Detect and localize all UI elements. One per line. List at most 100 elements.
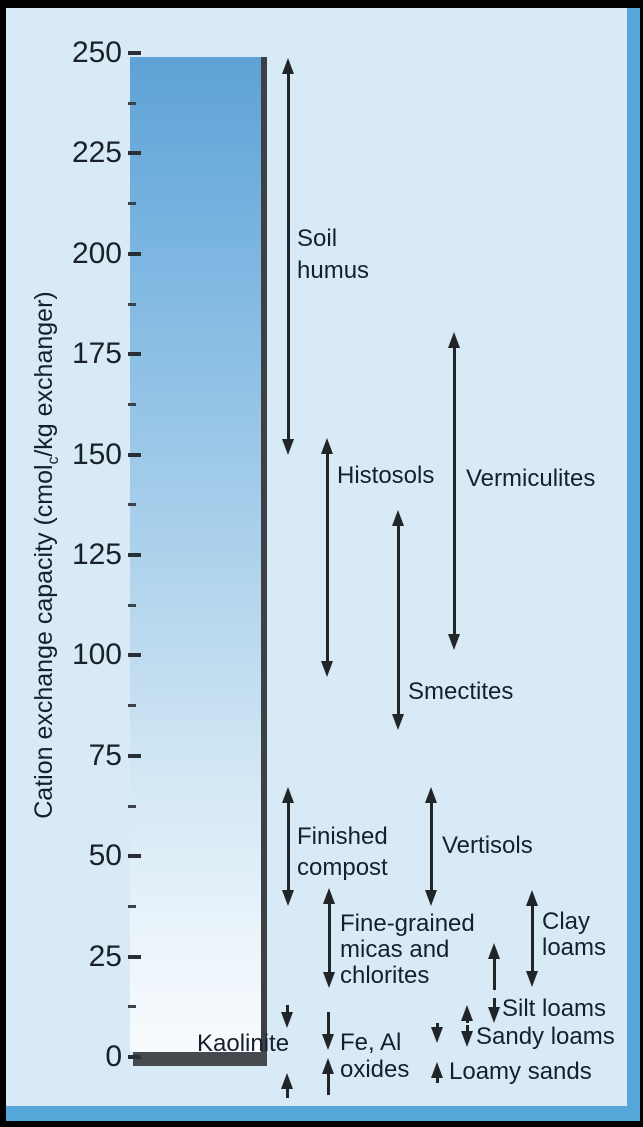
arrow-shaft-fe-al-oxides-1	[326, 1072, 330, 1095]
y-axis-title: Cation exchange capacity (cmolc/kg excha…	[26, 290, 62, 820]
y-tick-25	[128, 954, 141, 959]
y-tick-label-0: 0	[105, 1040, 122, 1073]
y-tick-label-125: 125	[71, 538, 122, 571]
arrow-head-up-clay-loams	[525, 890, 538, 906]
y-tick-100	[128, 653, 141, 658]
arrow-head-up-vertisols	[424, 787, 437, 803]
label-finished-compost: Finished compost	[297, 821, 388, 883]
label-line-fine-grained-micas-and-chlorites: Fine-grained	[340, 910, 475, 937]
y-tick-label-225: 225	[71, 136, 122, 170]
arrow-head-up-sandy-loams	[460, 1005, 473, 1021]
arrow-shaft-fine-grained-micas-and-chlorites-0	[327, 902, 331, 974]
arrow-head-down-sandy-loams	[460, 1031, 473, 1047]
arrow-shaft-histosols-0	[325, 452, 329, 663]
y-minor-tick-12.5	[128, 1005, 136, 1009]
arrow-head-up-finished-compost	[281, 787, 294, 803]
label-line-vermiculites: Vermiculites	[466, 465, 596, 492]
y-axis-line	[261, 57, 267, 1052]
y-minor-tick-237.5	[128, 101, 136, 105]
arrow-head-down-fine-grained-micas-and-chlorites	[322, 972, 335, 988]
y-minor-tick-37.5	[128, 904, 136, 908]
label-line-fine-grained-micas-and-chlorites: chlorites	[340, 962, 430, 989]
label-histosols: Histosols	[337, 463, 434, 489]
cec-gradient-scale-bar	[130, 57, 261, 1052]
label-silt-loams: Silt loams	[502, 996, 606, 1022]
y-tick-200	[128, 251, 141, 256]
y-tick-label-100: 100	[71, 638, 122, 672]
label-line-fe-al-oxides: oxides	[340, 1056, 410, 1083]
label-kaolinite: Kaolinite	[197, 1031, 289, 1057]
label-line-loamy-sands: Loamy sands	[449, 1058, 592, 1085]
label-line-smectites: Smectites	[408, 678, 514, 705]
arrow-head-up-histosols	[320, 438, 333, 454]
border-strip-bottom	[6, 1106, 640, 1121]
y-tick-label-150: 150	[71, 437, 122, 471]
arrow-shaft-vermiculites-0	[452, 346, 456, 636]
arrow-shaft-kaolinite-0	[285, 1005, 289, 1014]
y-minor-tick-62.5	[128, 804, 136, 808]
label-clay-loams: Clay loams	[542, 909, 606, 961]
label-line-clay-loams: loams	[542, 934, 607, 961]
arrow-head-down-smectites	[391, 714, 404, 730]
arrow-shaft-loamy-sands-1	[435, 1076, 439, 1083]
label-line-vertisols: Vertisols	[442, 832, 533, 859]
label-line-finished-compost: Finished	[297, 823, 388, 850]
label-line-soil-humus: humus	[297, 257, 370, 284]
arrow-head-down-vermiculites	[447, 634, 460, 650]
y-tick-75	[128, 753, 141, 758]
arrow-head-up-fe-al-oxides	[321, 1058, 334, 1074]
y-tick-label-25: 25	[88, 939, 122, 973]
arrow-head-up-vermiculites	[447, 332, 460, 348]
y-axis-title-post: /kg exchanger)	[30, 291, 58, 457]
y-tick-label-175: 175	[71, 337, 122, 371]
arrow-shaft-fe-al-oxides-0	[326, 1012, 330, 1036]
label-fine-grained-micas-and-chlorites: Fine-grained micas and chlorites	[340, 911, 475, 989]
arrow-shaft-kaolinite-1	[285, 1087, 289, 1098]
y-tick-175	[128, 352, 141, 357]
label-loamy-sands: Loamy sands	[449, 1059, 592, 1085]
arrow-head-down-silt-loams	[487, 1007, 500, 1023]
arrow-shaft-finished-compost-0	[286, 801, 290, 892]
arrow-head-up-smectites	[391, 510, 404, 526]
label-smectites: Smectites	[408, 679, 513, 705]
y-minor-tick-187.5	[128, 302, 136, 306]
label-line-fe-al-oxides: Fe, Al	[340, 1029, 402, 1056]
label-line-kaolinite: Kaolinite	[197, 1030, 290, 1057]
arrow-head-up-silt-loams	[487, 943, 500, 959]
arrow-head-down-kaolinite	[280, 1012, 293, 1028]
label-line-silt-loams: Silt loams	[502, 995, 607, 1022]
arrow-shaft-clay-loams-0	[530, 904, 534, 973]
label-line-fine-grained-micas-and-chlorites: micas and	[340, 936, 450, 963]
figure-background	[6, 8, 627, 1106]
arrow-head-up-soil-humus	[281, 58, 294, 74]
label-soil-humus: Soil humus	[297, 223, 369, 287]
label-sandy-loams: Sandy loams	[476, 1024, 615, 1050]
arrow-shaft-loamy-sands-0	[435, 1023, 439, 1029]
label-fe-al-oxides: Fe, Al oxides	[340, 1029, 409, 1083]
y-minor-tick-87.5	[128, 704, 136, 708]
label-line-histosols: Histosols	[337, 462, 435, 489]
arrow-head-up-loamy-sands	[430, 1062, 443, 1078]
arrow-shaft-sandy-loams-0	[465, 1019, 469, 1023]
y-tick-50	[128, 854, 141, 859]
arrow-shaft-sandy-loams-1	[465, 1025, 469, 1033]
arrow-head-down-loamy-sands	[430, 1027, 443, 1043]
arrow-head-down-histosols	[320, 661, 333, 677]
arrow-head-down-finished-compost	[281, 890, 294, 906]
y-tick-225	[128, 151, 141, 156]
x-axis-baseline-bar	[133, 1052, 267, 1066]
y-minor-tick-137.5	[128, 503, 136, 507]
arrow-head-up-kaolinite	[280, 1073, 293, 1089]
arrow-shaft-soil-humus-0	[286, 72, 290, 441]
border-strip-right	[627, 8, 640, 1121]
arrow-head-down-fe-al-oxides	[321, 1034, 334, 1050]
y-tick-label-75: 75	[88, 738, 122, 772]
arrow-head-down-clay-loams	[525, 971, 538, 987]
y-minor-tick-162.5	[128, 402, 136, 406]
y-minor-tick-212.5	[128, 202, 136, 206]
label-line-clay-loams: Clay	[542, 908, 591, 935]
y-tick-label-200: 200	[71, 236, 122, 270]
label-line-sandy-loams: Sandy loams	[476, 1023, 615, 1050]
label-vertisols: Vertisols	[442, 833, 533, 859]
